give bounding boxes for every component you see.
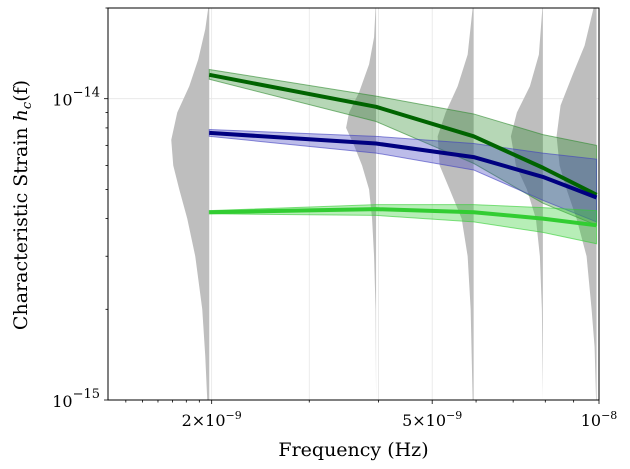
y-tick-label-base-1: 10 bbox=[52, 392, 72, 411]
x-tick-label-1: 5×10−9 bbox=[402, 409, 462, 430]
series-line-lime-green bbox=[209, 207, 597, 228]
y-tick-label-exp-0: −14 bbox=[73, 86, 100, 101]
line-layer bbox=[208, 72, 598, 228]
violin-4 bbox=[556, 8, 597, 400]
y-tick-label-0: 10−14 bbox=[52, 86, 100, 110]
x-tick-label-exp-1: −9 bbox=[446, 409, 462, 422]
y-axis-label-prefix: Characteristic Strain bbox=[10, 121, 32, 330]
y-tick-label-base-0: 10 bbox=[52, 91, 72, 110]
plot-area bbox=[108, 8, 599, 400]
violin-layer bbox=[171, 8, 597, 400]
y-axis-label-symbol: h bbox=[10, 109, 32, 121]
y-axis-label: Characteristic Strain hc(f) bbox=[10, 80, 35, 330]
y-axis-label-suffix: (f) bbox=[10, 80, 32, 102]
x-tick-label-exp-2: −8 bbox=[601, 409, 617, 422]
x-tick-label-base-1: 5×10 bbox=[402, 411, 446, 430]
x-tick-label-exp-0: −9 bbox=[226, 409, 242, 422]
y-tick-label-1: 10−15 bbox=[52, 387, 100, 411]
plot-frame bbox=[107, 7, 600, 401]
data-layer bbox=[171, 8, 598, 400]
x-tick-label-base-2: 10 bbox=[581, 411, 601, 430]
x-tick-label-base-0: 2×10 bbox=[182, 411, 226, 430]
x-tick-label-0: 2×10−9 bbox=[182, 409, 242, 430]
series-line-dark-green bbox=[208, 72, 598, 197]
violin-3 bbox=[510, 8, 543, 400]
violin-0 bbox=[171, 8, 210, 400]
y-axis-label-subscript: c bbox=[20, 101, 35, 109]
x-axis-label: Frequency (Hz) bbox=[278, 439, 428, 461]
x-tick-label-2: 10−8 bbox=[581, 409, 618, 430]
y-tick-label-exp-1: −15 bbox=[73, 387, 100, 402]
violin-2 bbox=[437, 8, 474, 400]
series-line-navy bbox=[209, 130, 598, 200]
